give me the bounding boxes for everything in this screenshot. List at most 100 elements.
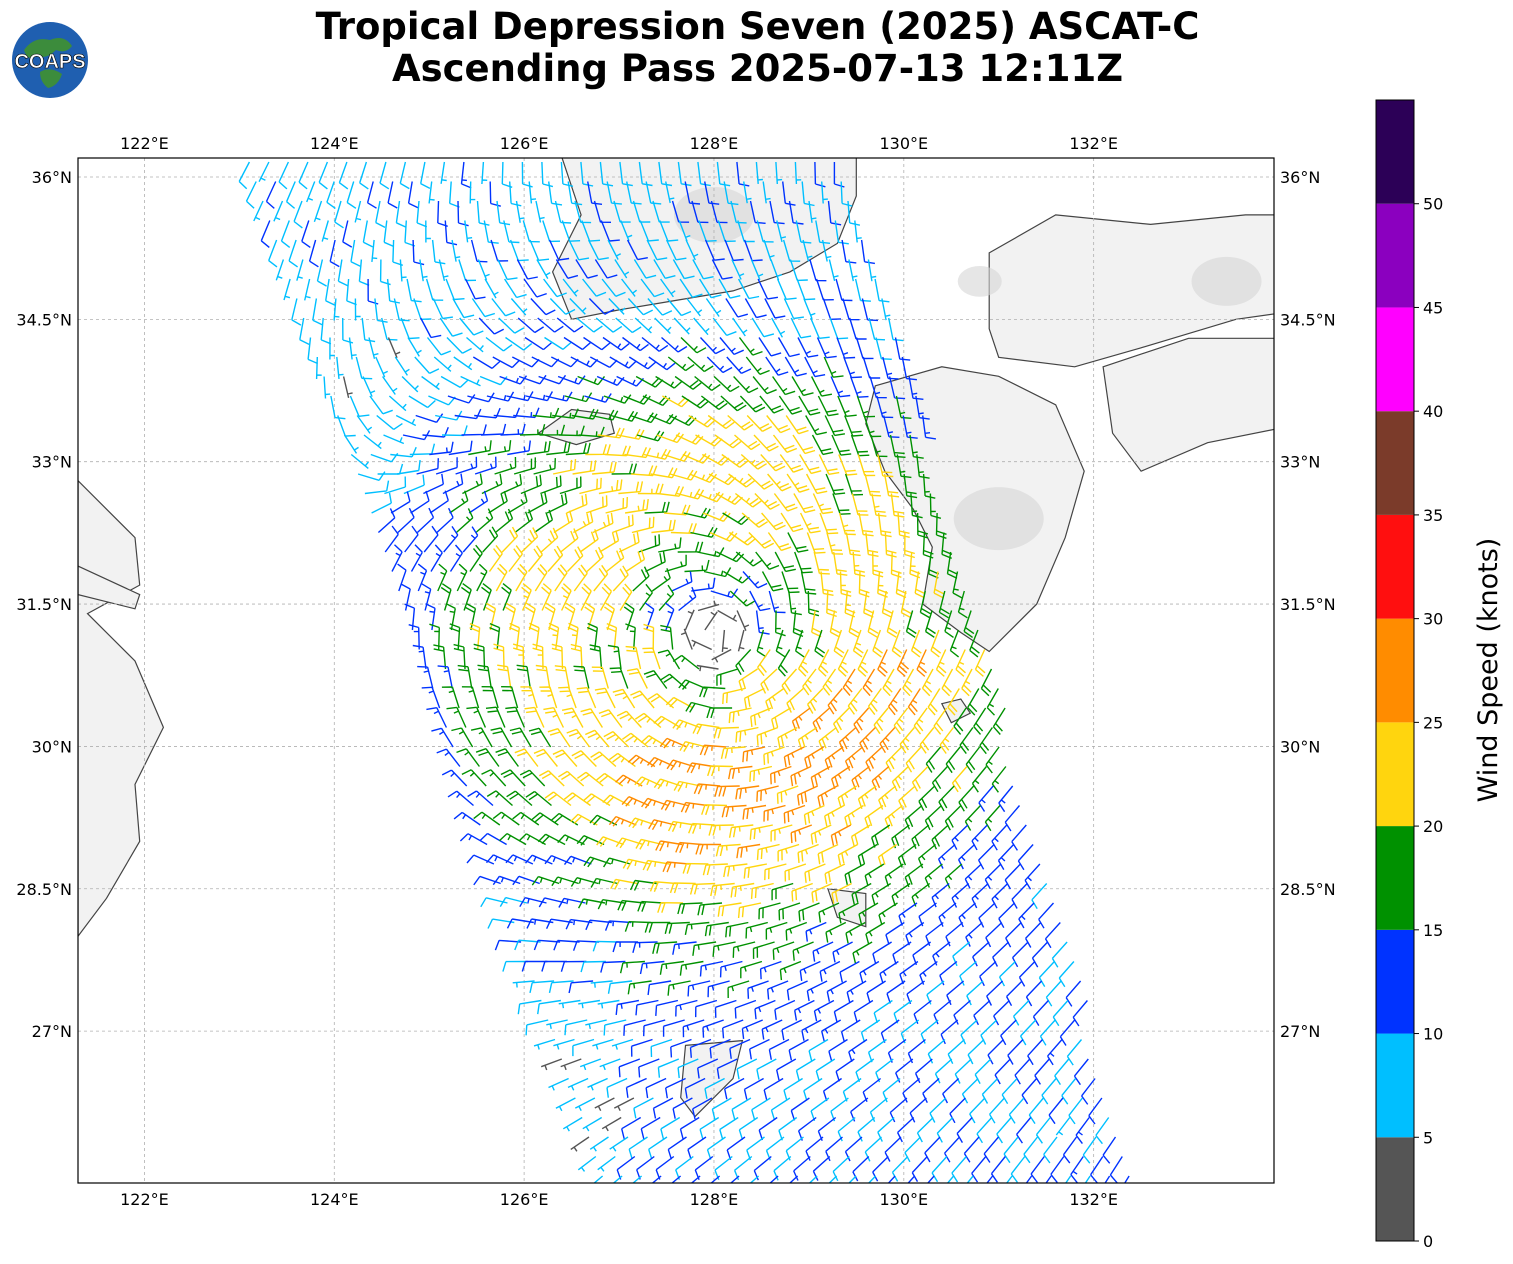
wind-barb (884, 863, 904, 887)
wind-barb (691, 639, 712, 651)
wind-barb (439, 317, 463, 337)
wind-barb (449, 490, 469, 514)
wind-barb (842, 1077, 862, 1102)
wind-barb (898, 785, 916, 811)
wind-barb (597, 999, 620, 1009)
wind-barb (517, 999, 542, 1015)
wind-barb (386, 278, 401, 304)
wind-barb (437, 200, 448, 227)
colorbar-segment (1376, 514, 1414, 619)
wind-barb (477, 259, 490, 281)
wind-barb (364, 480, 390, 495)
wind-barb (843, 356, 862, 379)
wind-barb (817, 785, 838, 807)
wind-barb (469, 181, 476, 204)
wind-barb (795, 1058, 816, 1081)
wind-barb (399, 161, 410, 190)
wind-barb (963, 610, 975, 638)
wind-barb (420, 161, 431, 190)
wind-barb (563, 792, 591, 807)
wind-barb (871, 882, 892, 906)
wind-barb (447, 394, 476, 404)
wind-barb (520, 686, 538, 709)
wind-barb (684, 921, 710, 936)
wind-barb (558, 999, 581, 1009)
wind-barb (936, 1117, 954, 1143)
wind-barb (626, 181, 642, 205)
wind-barb (453, 643, 466, 670)
wind-barb (573, 665, 590, 689)
wind-barb (445, 278, 465, 301)
wind-barb (603, 730, 630, 748)
wind-barb (874, 278, 890, 303)
wind-barb (857, 1116, 876, 1142)
wind-barb (521, 583, 532, 611)
wind-barb (677, 1058, 699, 1079)
wind-barb (785, 1136, 804, 1161)
wind-barb (761, 1019, 783, 1040)
wind-barb (924, 863, 943, 888)
wind-barb (673, 780, 701, 792)
wind-barb (490, 239, 509, 262)
wind-barb (846, 980, 867, 1003)
wind-barb (758, 902, 781, 920)
wind-barb (682, 1019, 705, 1038)
wind-barb (719, 960, 743, 978)
wind-barb (757, 649, 771, 677)
wind-barb (476, 200, 490, 226)
wind-barb (790, 317, 812, 339)
wind-barb (728, 765, 753, 780)
wind-barb (680, 336, 707, 354)
wind-barb (655, 1155, 675, 1180)
wind-barb (736, 610, 750, 631)
wind-barb (911, 824, 930, 849)
wind-barb (721, 804, 747, 818)
wind-barb (342, 220, 353, 248)
wind-barb (692, 941, 717, 956)
wind-barb (348, 337, 357, 360)
wind-barb (508, 545, 523, 572)
wind-barb (884, 804, 903, 830)
wind-barb (379, 259, 391, 286)
wind-barb (548, 980, 574, 994)
wind-barb (458, 259, 477, 282)
wind-barb (515, 563, 528, 592)
wind-barb (920, 1019, 939, 1044)
wind-barb (783, 804, 806, 824)
wind-barb (632, 941, 658, 953)
wind-barb (845, 532, 861, 557)
wind-barb (660, 799, 689, 811)
wind-barb (594, 259, 618, 279)
wind-barb (679, 741, 707, 752)
wind-barb (881, 590, 893, 618)
wind-barb (971, 1156, 987, 1183)
wind-barb (809, 259, 827, 282)
wind-barb (621, 796, 650, 807)
wind-barb (567, 181, 583, 206)
wind-barb (763, 1077, 784, 1101)
wind-barb (604, 920, 632, 931)
wind-barb (306, 181, 316, 203)
wind-barb (717, 609, 738, 622)
wind-barb (533, 748, 558, 767)
wind-barb (585, 729, 610, 748)
wind-barb (604, 445, 631, 457)
wind-barb (481, 769, 507, 787)
wind-barb (1035, 1117, 1051, 1144)
wind-barb (749, 590, 771, 612)
wind-barb (601, 1116, 622, 1132)
wind-barb (825, 1136, 843, 1162)
wind-barb (703, 567, 732, 578)
wind-barb (738, 337, 763, 356)
wind-barb (563, 855, 592, 866)
wind-barb (758, 337, 782, 357)
wind-barb (933, 999, 952, 1025)
wind-barb (722, 512, 750, 526)
wind-barb (844, 1136, 863, 1162)
wind-barb (882, 668, 895, 697)
wind-barb (653, 778, 682, 790)
wind-barb (859, 727, 876, 753)
wind-barb (804, 746, 824, 769)
wind-barb (576, 835, 605, 846)
wind-barb (1005, 1175, 1013, 1183)
